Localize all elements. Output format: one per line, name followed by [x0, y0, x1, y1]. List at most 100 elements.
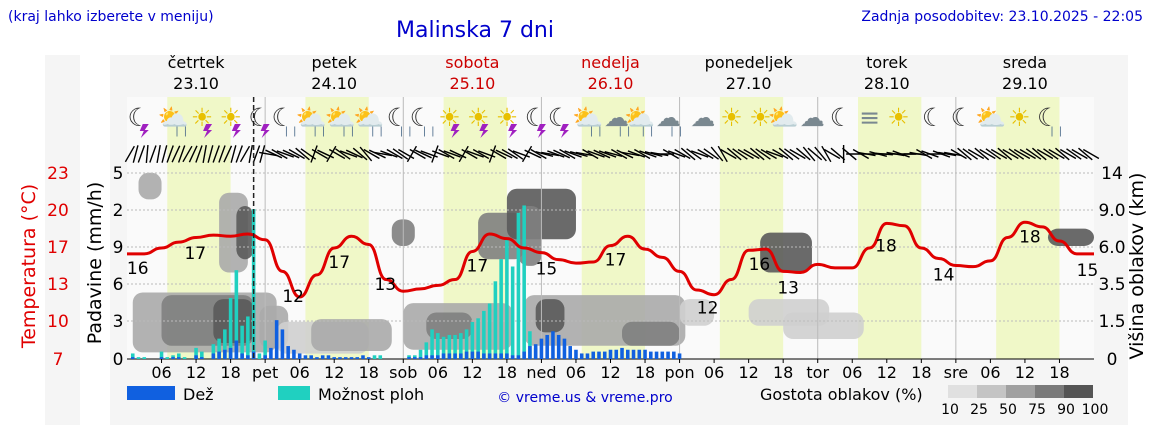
wind-barb — [202, 145, 207, 163]
wind-barb — [414, 149, 432, 159]
rain-bar — [407, 357, 411, 359]
sun-cloud-icon: ⛅ — [975, 103, 1006, 132]
wind-barb — [171, 145, 181, 163]
rain-bar — [211, 353, 216, 359]
x-tick-label: 18 — [359, 363, 379, 382]
wind-barb — [409, 148, 426, 160]
showers-bar — [130, 353, 135, 359]
rain-bar — [482, 353, 486, 359]
daylight-band — [305, 97, 369, 359]
day-name: četrtek — [168, 53, 226, 72]
credit-link[interactable]: © vreme.us & vreme.pro — [497, 390, 672, 406]
x-tick-label: 18 — [1049, 363, 1069, 382]
x-tick-label: pon — [665, 363, 695, 382]
rain-bar — [510, 355, 515, 359]
precipitation-tick-label: 2 — [113, 201, 124, 221]
showers-bar — [459, 333, 463, 359]
day-date: 29.10 — [1002, 74, 1048, 93]
showers-bar — [528, 331, 532, 359]
x-axis-ticks: 06 12 18 pet 06 12 18 sob 06 12 18 ned 06 12 18 pon 06 12… — [151, 359, 1070, 382]
rain-bar — [303, 355, 308, 359]
x-tick-label: 12 — [1015, 363, 1035, 382]
moon-cloud-thunder-icon: ☾ — [548, 103, 570, 132]
rain-bar — [545, 334, 549, 359]
rain-bar — [522, 351, 526, 359]
temperature-value-label: 13 — [777, 278, 799, 298]
wind-barbs — [124, 144, 1100, 164]
x-tick-label: 06 — [704, 363, 724, 382]
x-tick-label: 12 — [877, 363, 897, 382]
wind-barb — [686, 148, 702, 160]
density-swatch — [1006, 385, 1035, 398]
day-name: petek — [312, 53, 358, 72]
rain-bar — [660, 351, 665, 359]
wind-barb — [438, 148, 455, 160]
lightning-icon — [479, 124, 489, 138]
wind-barb — [547, 150, 565, 158]
wind-barb — [132, 145, 139, 163]
x-tick-label: pet — [252, 363, 278, 382]
rain-bar — [447, 353, 452, 359]
wind-barb — [149, 145, 157, 163]
wind-barb — [909, 151, 928, 157]
wind-barb — [830, 147, 846, 161]
wind-barb — [990, 148, 1008, 160]
moon-cloud-rain-icon: ☾ — [387, 103, 409, 132]
rain-bar — [355, 357, 360, 359]
rain-drops-icon: ❘❘ — [420, 126, 437, 137]
showers-bar — [487, 303, 492, 359]
temperature-labels: 16 17 12 17 13 17 15 17 12 16 13 18 14 18 15 — [127, 227, 1098, 318]
showers-bar — [441, 336, 446, 359]
day-name: nedelja — [581, 53, 640, 72]
showers-bar — [424, 342, 429, 359]
rain-drops-icon: ❘❘ — [616, 126, 633, 137]
wind-barb — [1066, 148, 1082, 160]
wind-barb — [569, 150, 588, 158]
cloud-block — [760, 232, 812, 273]
rain-bar — [637, 349, 642, 359]
density-swatch — [948, 385, 977, 398]
showers-bar — [217, 338, 221, 359]
wind-barb — [374, 151, 393, 157]
wind-barb — [352, 147, 368, 161]
wind-barb — [335, 148, 351, 160]
x-tick-label: 12 — [600, 363, 620, 382]
x-tick-label: 18 — [911, 363, 931, 382]
sun-cloud-icon: ⛅ — [768, 103, 799, 132]
rain-drops-icon: ❘❘ — [311, 126, 328, 137]
wind-barb — [223, 145, 233, 163]
x-tick-label: 12 — [462, 363, 482, 382]
moon-cloud-icon: ☾ — [830, 103, 852, 132]
cloud-heavy-rain-icon: ☁ — [656, 103, 681, 132]
wind-barb — [974, 147, 990, 161]
wind-barb — [449, 149, 467, 159]
wind-barb — [598, 150, 617, 158]
rain-bar — [159, 357, 164, 359]
moon-cloud-rain-icon: ☾ — [410, 103, 432, 132]
page-title: Malinska 7 dni — [396, 18, 554, 43]
wind-barb — [621, 151, 640, 157]
wind-barb — [259, 151, 278, 157]
rain-bar — [292, 349, 296, 359]
density-swatch — [1064, 385, 1093, 398]
rain-bar — [614, 349, 619, 359]
temperature-value-label: 18 — [875, 237, 897, 257]
last-updated: Zadnja posodobitev: 23.10.2025 - 22:05 — [861, 9, 1143, 25]
rain-bar — [579, 353, 584, 359]
lightning-icon — [203, 124, 213, 138]
wind-barb — [737, 148, 754, 160]
rain-bar — [476, 351, 480, 359]
sun-thunder-icon: ☀ — [191, 103, 213, 132]
wind-barb — [789, 148, 806, 160]
day-date: 27.10 — [726, 74, 772, 93]
lightning-icon — [559, 124, 569, 138]
wind-barb — [368, 149, 386, 159]
showers-bar — [510, 266, 515, 359]
legend-rain-swatch — [127, 386, 175, 400]
temperature-value-label: 13 — [374, 275, 396, 295]
showers-bar — [453, 334, 457, 359]
rain-bar — [597, 351, 601, 359]
rain-bar — [309, 355, 313, 359]
menu-hint[interactable]: (kraj lahko izberete v meniju) — [8, 9, 214, 25]
